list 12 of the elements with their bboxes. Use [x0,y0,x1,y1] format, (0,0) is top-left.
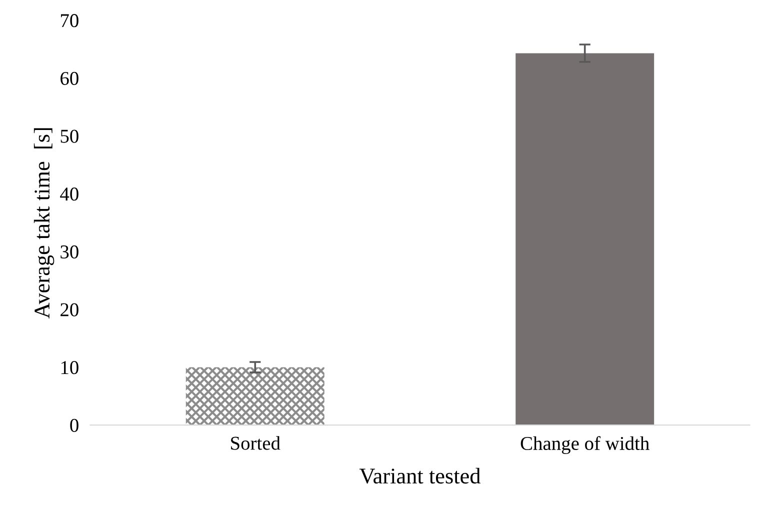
x-axis-title: Variant tested [359,468,480,484]
y-tick-label: 30 [60,245,78,258]
y-tick-label: 60 [60,72,78,86]
y-tick-label: 0 [70,418,78,432]
x-tick-label: Change of width [520,436,650,454]
y-tick-label: 70 [60,14,78,28]
y-axis-title: Average takt time [s] [34,128,54,318]
x-tick-label: Sorted [231,436,280,450]
y-tick-label: 40 [60,188,78,201]
y-tick-label: 50 [60,130,78,143]
y-tick-label: 10 [61,361,78,374]
y-tick-label: 20 [60,303,78,316]
